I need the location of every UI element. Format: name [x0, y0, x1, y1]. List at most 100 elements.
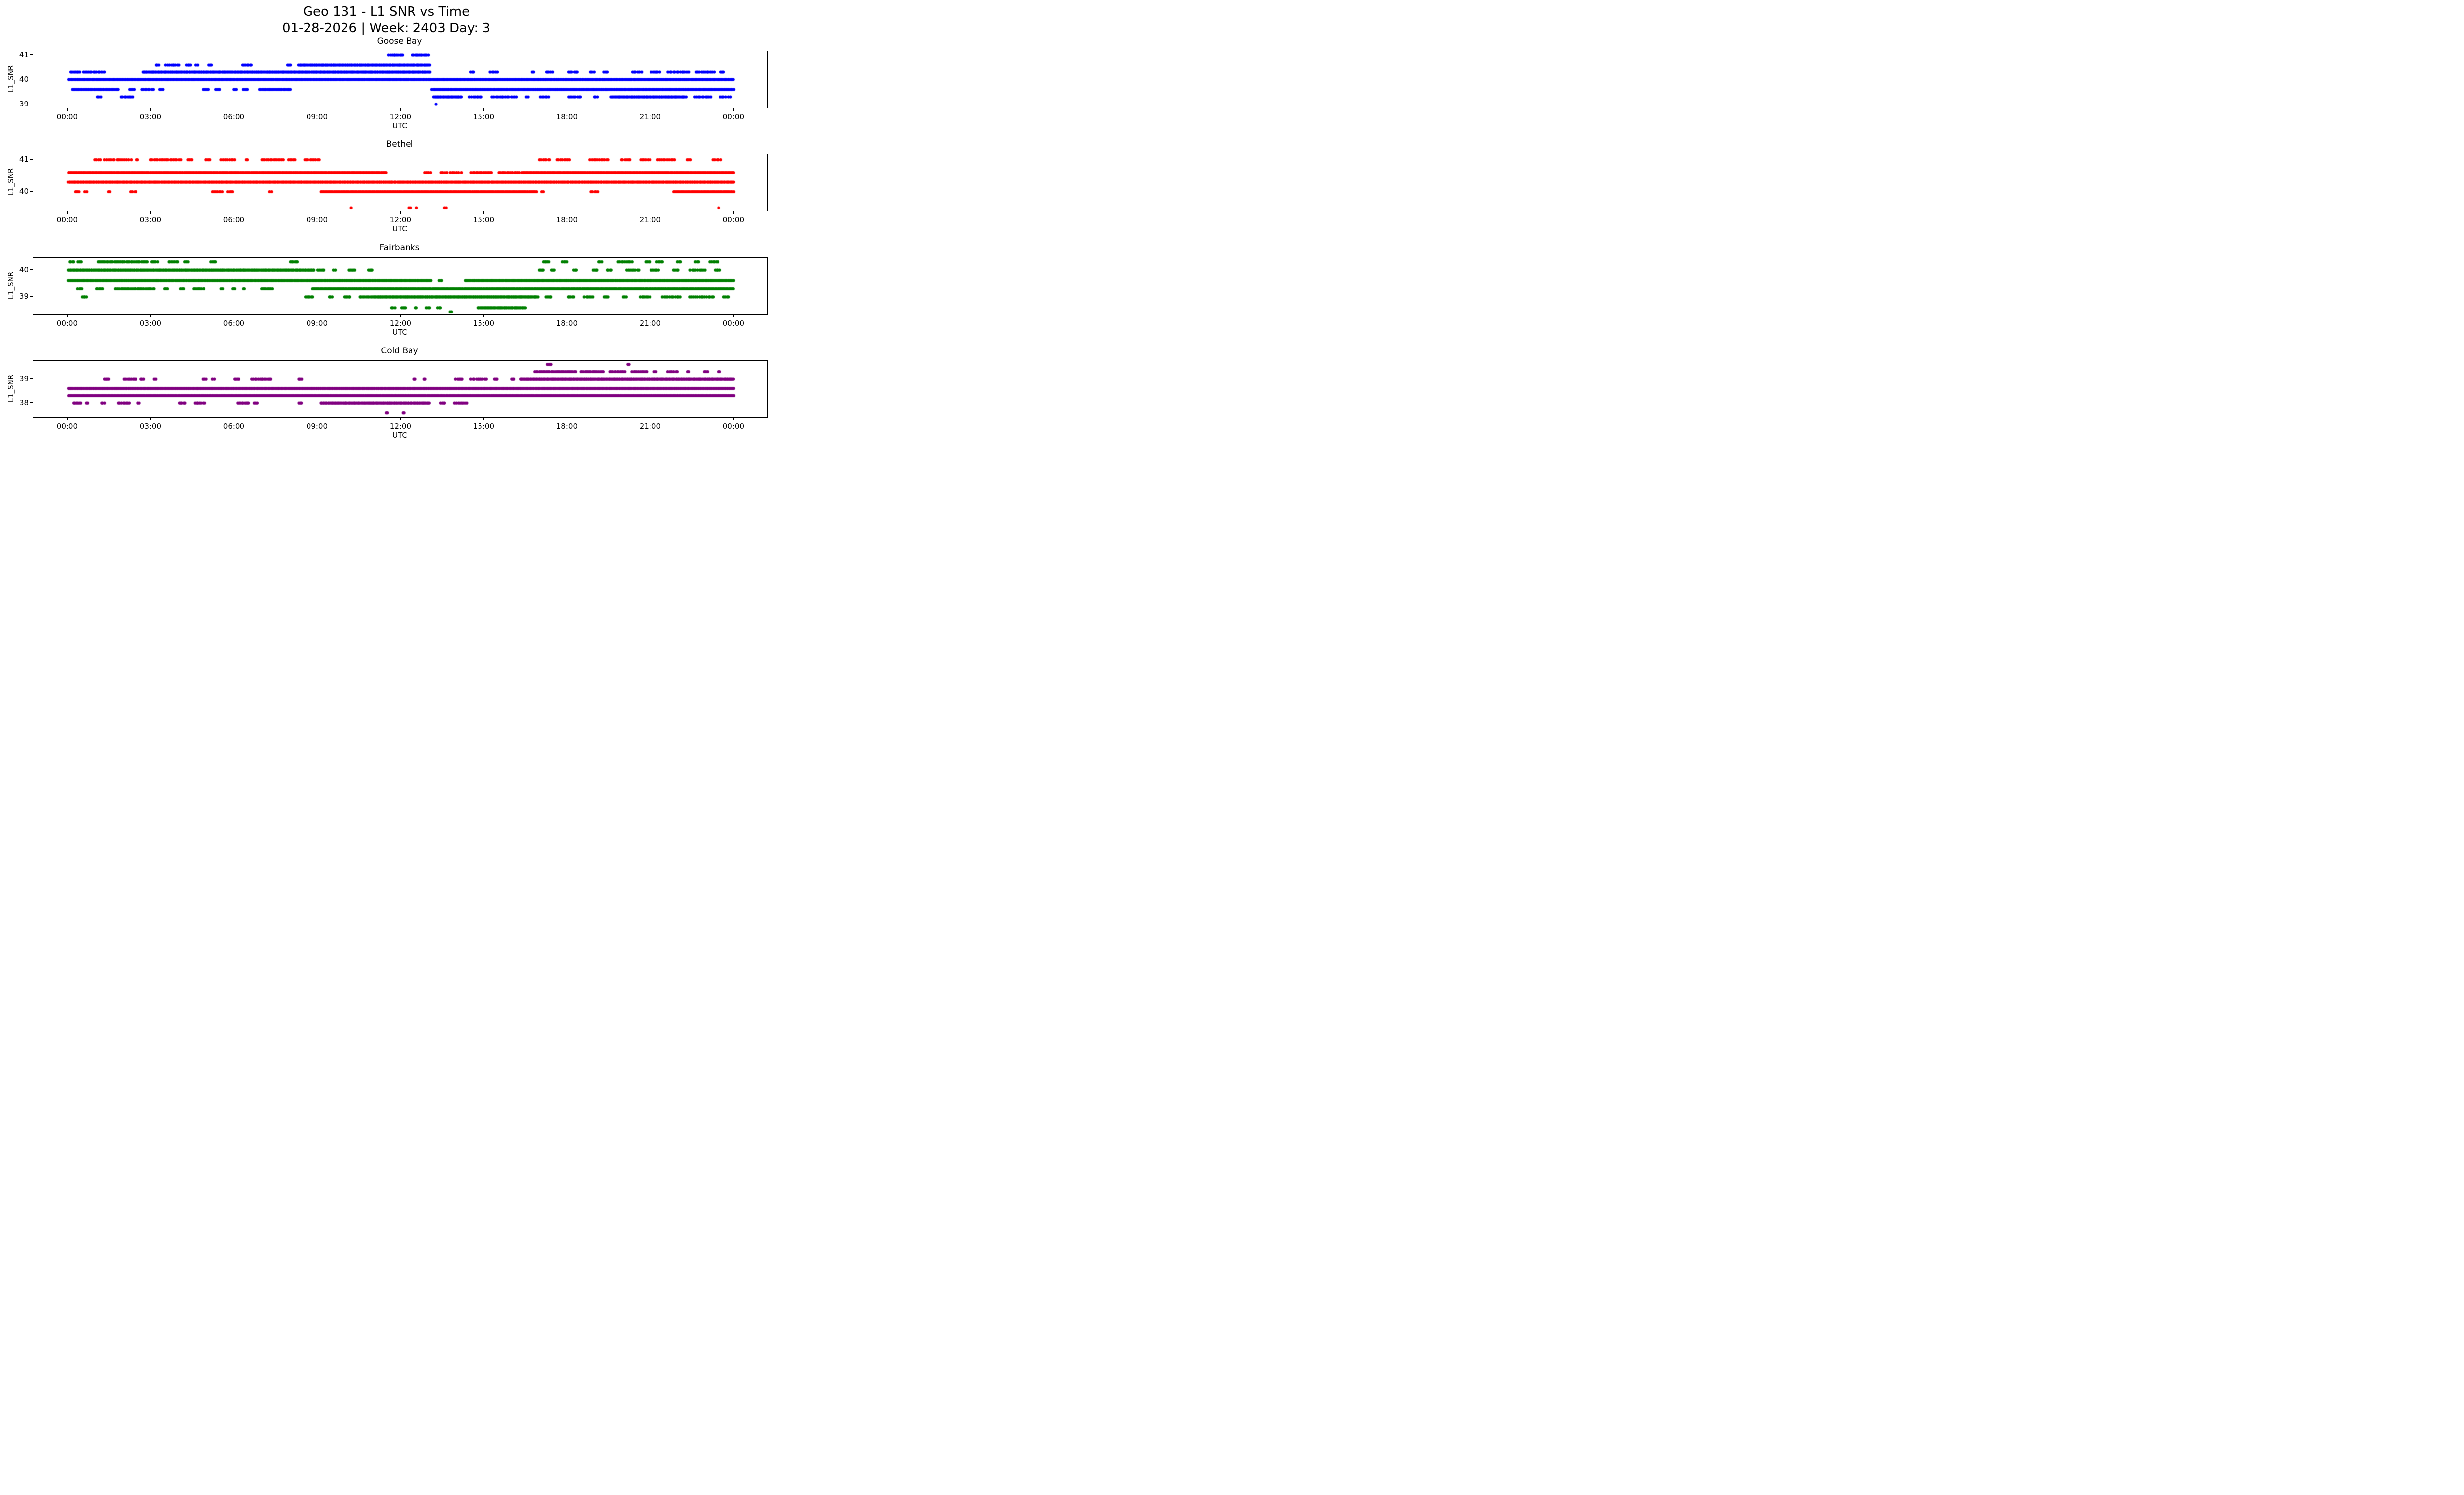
- x-tick-mark: [733, 211, 734, 214]
- x-tick-mark: [150, 314, 151, 317]
- plot-area: [33, 360, 768, 418]
- x-tick-label: 06:00: [223, 422, 245, 431]
- plot-area: [33, 154, 768, 211]
- x-tick-label: 00:00: [722, 215, 744, 224]
- x-tick-mark: [483, 417, 484, 420]
- x-tick-label: 03:00: [139, 215, 162, 224]
- x-tick-label: 00:00: [722, 319, 744, 328]
- x-tick-label: 00:00: [722, 112, 744, 121]
- x-tick-mark: [233, 108, 235, 111]
- x-tick-label: 21:00: [639, 112, 661, 121]
- x-tick-label: 00:00: [56, 112, 78, 121]
- x-tick-mark: [150, 417, 151, 420]
- x-tick-mark: [316, 314, 318, 317]
- subplot-title: Fairbanks: [379, 243, 420, 253]
- x-axis-label: UTC: [392, 328, 407, 337]
- y-tick-mark: [30, 402, 33, 403]
- x-tick-label: 12:00: [389, 112, 411, 121]
- x-tick-mark: [650, 417, 651, 420]
- y-tick-mark: [30, 378, 33, 379]
- x-tick-label: 00:00: [56, 215, 78, 224]
- x-tick-mark: [650, 211, 651, 214]
- x-tick-label: 06:00: [223, 112, 245, 121]
- x-tick-mark: [483, 108, 484, 111]
- scatter-canvas: [33, 361, 767, 417]
- x-tick-mark: [566, 314, 568, 317]
- y-tick-mark: [30, 159, 33, 160]
- subplot-fairbanks: Fairbanks L1_SNR UTC 00:00 03:00 06:00 09:0…: [0, 236, 773, 339]
- x-tick-label: 18:00: [556, 215, 578, 224]
- y-tick-mark: [30, 78, 33, 80]
- x-tick-label: 09:00: [306, 215, 328, 224]
- x-tick-label: 06:00: [223, 319, 245, 328]
- y-tick-label: 40: [19, 265, 29, 274]
- subplot-title: Cold Bay: [381, 346, 418, 356]
- x-tick-label: 12:00: [389, 422, 411, 431]
- y-tick-label: 40: [19, 74, 29, 84]
- x-tick-mark: [316, 211, 318, 214]
- x-tick-mark: [400, 417, 401, 420]
- x-tick-label: 00:00: [56, 422, 78, 431]
- y-tick-label: 41: [19, 155, 29, 164]
- x-tick-label: 15:00: [473, 319, 495, 328]
- x-tick-label: 15:00: [473, 215, 495, 224]
- x-tick-mark: [733, 108, 734, 111]
- x-axis-label: UTC: [392, 431, 407, 440]
- x-tick-mark: [566, 211, 568, 214]
- x-tick-mark: [150, 108, 151, 111]
- x-axis-label: UTC: [392, 224, 407, 233]
- x-tick-label: 03:00: [139, 422, 162, 431]
- x-tick-label: 15:00: [473, 112, 495, 121]
- x-tick-mark: [566, 417, 568, 420]
- x-tick-label: 18:00: [556, 112, 578, 121]
- x-tick-label: 09:00: [306, 319, 328, 328]
- x-tick-label: 09:00: [306, 112, 328, 121]
- x-tick-mark: [67, 211, 68, 214]
- plot-area: [33, 257, 768, 315]
- x-tick-label: 21:00: [639, 319, 661, 328]
- subplot-bethel: Bethel L1_SNR UTC 00:00 03:00 06:00 09:00 12…: [0, 133, 773, 236]
- x-tick-mark: [67, 417, 68, 420]
- subplot-title: Goose Bay: [377, 36, 422, 46]
- y-tick-label: 39: [19, 374, 29, 383]
- y-tick-mark: [30, 296, 33, 297]
- scatter-canvas: [33, 258, 767, 314]
- x-tick-label: 06:00: [223, 215, 245, 224]
- x-tick-mark: [650, 314, 651, 317]
- x-tick-label: 15:00: [473, 422, 495, 431]
- x-tick-mark: [316, 417, 318, 420]
- x-tick-mark: [67, 108, 68, 111]
- x-tick-mark: [650, 108, 651, 111]
- y-tick-label: 40: [19, 187, 29, 196]
- x-tick-mark: [316, 108, 318, 111]
- y-tick-label: 38: [19, 398, 29, 407]
- x-tick-mark: [483, 314, 484, 317]
- scatter-canvas: [33, 154, 767, 211]
- x-tick-label: 21:00: [639, 215, 661, 224]
- y-tick-label: 39: [19, 99, 29, 108]
- x-tick-label: 03:00: [139, 319, 162, 328]
- x-tick-mark: [233, 211, 235, 214]
- subplot-cold-bay: Cold Bay L1_SNR UTC 00:00 03:00 06:00 09:00…: [0, 339, 773, 442]
- y-tick-label: 39: [19, 292, 29, 301]
- y-tick-label: 41: [19, 50, 29, 59]
- scatter-canvas: [33, 51, 767, 108]
- x-tick-mark: [483, 211, 484, 214]
- y-tick-mark: [30, 54, 33, 55]
- subplot-title: Bethel: [386, 139, 413, 149]
- x-tick-label: 18:00: [556, 319, 578, 328]
- y-tick-mark: [30, 191, 33, 192]
- x-tick-mark: [733, 417, 734, 420]
- x-tick-mark: [566, 108, 568, 111]
- x-tick-label: 03:00: [139, 112, 162, 121]
- figure: Geo 131 - L1 SNR vs Time 01-28-2026 | We…: [0, 0, 773, 449]
- x-tick-mark: [400, 108, 401, 111]
- x-tick-label: 21:00: [639, 422, 661, 431]
- x-tick-mark: [233, 417, 235, 420]
- x-tick-label: 00:00: [56, 319, 78, 328]
- figure-title-line1: Geo 131 - L1 SNR vs Time: [303, 4, 470, 19]
- x-tick-mark: [400, 314, 401, 317]
- figure-title: Geo 131 - L1 SNR vs Time 01-28-2026 | We…: [0, 4, 773, 36]
- x-axis-label: UTC: [392, 121, 407, 130]
- x-tick-label: 18:00: [556, 422, 578, 431]
